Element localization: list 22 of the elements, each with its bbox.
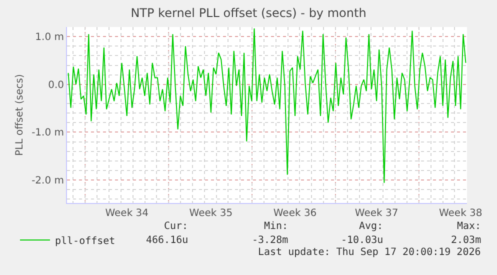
chart-title: NTP kernel PLL offset (secs) - by month: [130, 6, 366, 20]
text: 2.03m: [451, 235, 482, 246]
text: 466.16u: [146, 235, 188, 246]
x-tick-label: Week 34: [105, 208, 149, 219]
text: Min:: [264, 221, 288, 232]
y-tick-label: -2.0 m: [32, 176, 64, 187]
text: Max:: [457, 221, 482, 232]
text: Last update: Thu Sep 17 20:00:19 2026: [258, 247, 481, 258]
x-tick-label: Week 36: [273, 208, 317, 219]
y-tick-label: -1.0 m: [32, 128, 64, 139]
text: -3.28m: [252, 235, 288, 246]
legend-label: pll-offset: [55, 236, 116, 247]
x-tick-label: Week 35: [189, 208, 233, 219]
y-tick-label: 0.0: [48, 80, 64, 91]
text: -10.03u: [341, 235, 384, 246]
x-tick-label: Week 38: [438, 208, 482, 219]
text: Cur:: [164, 221, 188, 232]
y-tick-label: 1.0 m: [35, 32, 64, 44]
y-axis-title: PLL offset (secs): [14, 74, 26, 156]
x-tick-label: Week 37: [354, 208, 398, 219]
text: Avg:: [359, 221, 384, 232]
line-series: [68, 28, 466, 184]
